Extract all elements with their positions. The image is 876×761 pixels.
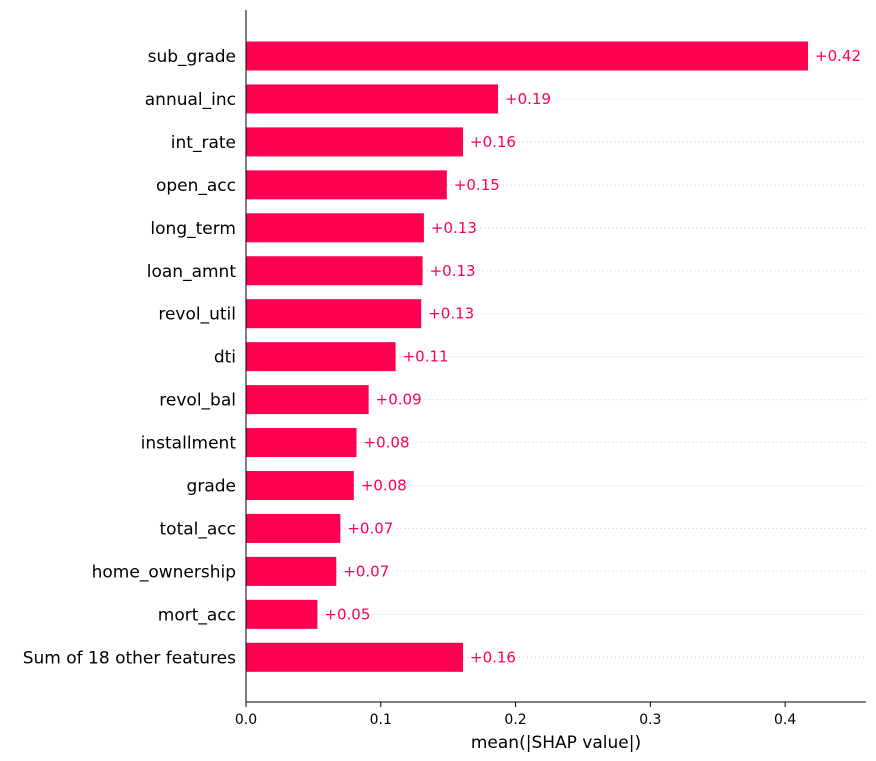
category-label-6: revol_util bbox=[158, 305, 236, 325]
value-label-1: +0.19 bbox=[505, 90, 551, 108]
value-label-4: +0.13 bbox=[431, 219, 477, 237]
bar-14 bbox=[246, 642, 463, 672]
category-label-5: loan_amnt bbox=[147, 262, 237, 282]
value-label-6: +0.13 bbox=[428, 305, 474, 323]
category-label-13: mort_acc bbox=[158, 605, 236, 625]
bar-6 bbox=[246, 299, 422, 329]
value-label-3: +0.15 bbox=[454, 176, 500, 194]
bar-1 bbox=[246, 84, 499, 114]
bar-0 bbox=[246, 41, 809, 71]
bar-5 bbox=[246, 256, 423, 286]
value-label-9: +0.08 bbox=[364, 434, 410, 452]
category-label-4: long_term bbox=[150, 219, 236, 239]
value-label-8: +0.09 bbox=[376, 391, 422, 409]
x-tick-label-2: 0.2 bbox=[504, 712, 526, 728]
value-label-12: +0.07 bbox=[343, 562, 389, 580]
bar-9 bbox=[246, 428, 357, 458]
category-labels: sub_grade annual_inc int_rate open_acc long_… bbox=[23, 47, 237, 668]
x-ticks: 0.0 0.1 0.2 0.3 0.4 bbox=[235, 702, 796, 728]
category-label-7: dti bbox=[214, 348, 236, 368]
category-label-9: installment bbox=[141, 434, 237, 454]
value-label-5: +0.13 bbox=[430, 262, 476, 280]
value-label-10: +0.08 bbox=[361, 477, 407, 495]
category-label-8: revol_bal bbox=[159, 391, 236, 411]
row-guide-lines bbox=[317, 55, 866, 658]
value-label-11: +0.07 bbox=[347, 519, 393, 537]
category-label-0: sub_grade bbox=[148, 47, 236, 67]
bar-2 bbox=[246, 127, 463, 157]
value-label-2: +0.16 bbox=[470, 133, 516, 151]
bar-13 bbox=[246, 599, 318, 629]
value-labels: +0.42 +0.19 +0.16 +0.15 +0.13 +0.13 +0.13 +0.11… bbox=[324, 47, 861, 666]
bar-3 bbox=[246, 170, 447, 200]
x-tick-label-1: 0.1 bbox=[370, 712, 392, 728]
value-label-7: +0.11 bbox=[403, 348, 449, 366]
bars-group bbox=[246, 41, 809, 672]
bar-7 bbox=[246, 342, 396, 372]
category-label-10: grade bbox=[187, 477, 236, 497]
x-tick-label-3: 0.3 bbox=[639, 712, 661, 728]
bar-4 bbox=[246, 213, 424, 243]
x-axis-title: mean(|SHAP value|) bbox=[471, 733, 641, 753]
category-label-3: open_acc bbox=[156, 176, 236, 196]
value-label-13: +0.05 bbox=[324, 605, 370, 623]
x-tick-label-4: 0.4 bbox=[774, 712, 796, 728]
category-label-14: Sum of 18 other features bbox=[23, 648, 236, 668]
bar-12 bbox=[246, 556, 337, 586]
x-tick-label-0: 0.0 bbox=[235, 712, 257, 728]
value-label-14: +0.16 bbox=[470, 648, 516, 666]
category-label-2: int_rate bbox=[171, 133, 236, 153]
category-label-1: annual_inc bbox=[145, 90, 236, 110]
bar-10 bbox=[246, 471, 354, 500]
bar-11 bbox=[246, 513, 341, 543]
category-label-12: home_ownership bbox=[92, 562, 236, 582]
axes bbox=[245, 10, 866, 703]
value-label-0: +0.42 bbox=[815, 47, 861, 65]
category-label-11: total_acc bbox=[160, 519, 236, 539]
bar-8 bbox=[246, 385, 369, 415]
